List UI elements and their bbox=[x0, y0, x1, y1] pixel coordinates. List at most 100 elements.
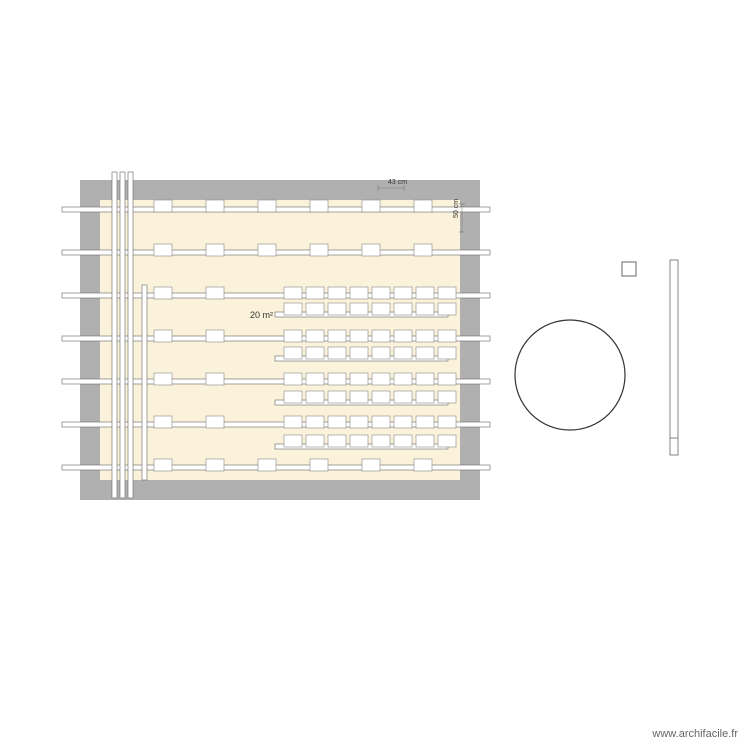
block bbox=[362, 244, 380, 256]
block bbox=[350, 347, 368, 359]
block bbox=[414, 459, 432, 471]
block bbox=[206, 459, 224, 471]
block bbox=[154, 244, 172, 256]
block bbox=[372, 330, 390, 342]
block bbox=[284, 416, 302, 428]
block bbox=[438, 391, 456, 403]
block bbox=[350, 287, 368, 299]
block bbox=[284, 330, 302, 342]
block bbox=[394, 435, 412, 447]
block bbox=[438, 416, 456, 428]
block bbox=[438, 373, 456, 385]
block bbox=[394, 287, 412, 299]
block bbox=[328, 347, 346, 359]
block bbox=[206, 244, 224, 256]
block bbox=[350, 373, 368, 385]
block bbox=[372, 373, 390, 385]
block bbox=[438, 330, 456, 342]
block bbox=[416, 287, 434, 299]
block bbox=[438, 303, 456, 315]
block bbox=[328, 435, 346, 447]
block bbox=[306, 347, 324, 359]
block bbox=[350, 330, 368, 342]
block bbox=[328, 287, 346, 299]
block bbox=[350, 391, 368, 403]
block bbox=[362, 200, 380, 212]
block bbox=[306, 391, 324, 403]
block bbox=[206, 200, 224, 212]
block bbox=[372, 287, 390, 299]
vertical-beam bbox=[128, 172, 133, 498]
block bbox=[306, 303, 324, 315]
vertical-beam-short bbox=[142, 285, 147, 480]
block bbox=[154, 416, 172, 428]
block bbox=[394, 391, 412, 403]
block bbox=[416, 435, 434, 447]
block bbox=[328, 303, 346, 315]
block bbox=[306, 435, 324, 447]
block bbox=[154, 287, 172, 299]
vertical-beam bbox=[112, 172, 117, 498]
block bbox=[394, 347, 412, 359]
block bbox=[154, 200, 172, 212]
block bbox=[258, 459, 276, 471]
block bbox=[258, 244, 276, 256]
block bbox=[350, 303, 368, 315]
block bbox=[258, 200, 276, 212]
block bbox=[394, 303, 412, 315]
block bbox=[416, 391, 434, 403]
block bbox=[416, 416, 434, 428]
floor-plan-canvas: 20 m² 43 cm 50 cm bbox=[0, 0, 750, 750]
block bbox=[310, 244, 328, 256]
block bbox=[372, 347, 390, 359]
block bbox=[438, 347, 456, 359]
block bbox=[372, 416, 390, 428]
block bbox=[284, 373, 302, 385]
block bbox=[206, 416, 224, 428]
block bbox=[284, 391, 302, 403]
tall-bar-shape bbox=[670, 260, 678, 455]
block bbox=[306, 373, 324, 385]
block bbox=[416, 373, 434, 385]
block bbox=[372, 435, 390, 447]
small-square-shape bbox=[622, 262, 636, 276]
block bbox=[328, 373, 346, 385]
block bbox=[154, 373, 172, 385]
vertical-beam bbox=[120, 172, 125, 498]
block bbox=[328, 416, 346, 428]
dimension-label: 50 cm bbox=[453, 199, 460, 218]
block bbox=[394, 373, 412, 385]
block bbox=[414, 200, 432, 212]
block bbox=[154, 459, 172, 471]
block bbox=[310, 200, 328, 212]
block bbox=[306, 416, 324, 428]
block bbox=[306, 287, 324, 299]
block bbox=[394, 330, 412, 342]
block bbox=[350, 416, 368, 428]
area-label: 20 m² bbox=[250, 310, 273, 320]
block bbox=[416, 303, 434, 315]
block bbox=[328, 330, 346, 342]
block bbox=[350, 435, 368, 447]
block bbox=[154, 330, 172, 342]
block bbox=[310, 459, 328, 471]
block bbox=[284, 435, 302, 447]
watermark-text: www.archifacile.fr bbox=[652, 728, 738, 740]
block bbox=[416, 347, 434, 359]
block bbox=[284, 287, 302, 299]
block bbox=[306, 330, 324, 342]
block bbox=[416, 330, 434, 342]
block bbox=[372, 303, 390, 315]
block bbox=[438, 287, 456, 299]
block bbox=[328, 391, 346, 403]
block bbox=[394, 416, 412, 428]
block bbox=[206, 373, 224, 385]
block bbox=[206, 287, 224, 299]
block bbox=[206, 330, 224, 342]
block bbox=[284, 347, 302, 359]
dimension-label: 43 cm bbox=[388, 179, 407, 186]
block bbox=[284, 303, 302, 315]
block bbox=[414, 244, 432, 256]
block bbox=[438, 435, 456, 447]
block bbox=[372, 391, 390, 403]
